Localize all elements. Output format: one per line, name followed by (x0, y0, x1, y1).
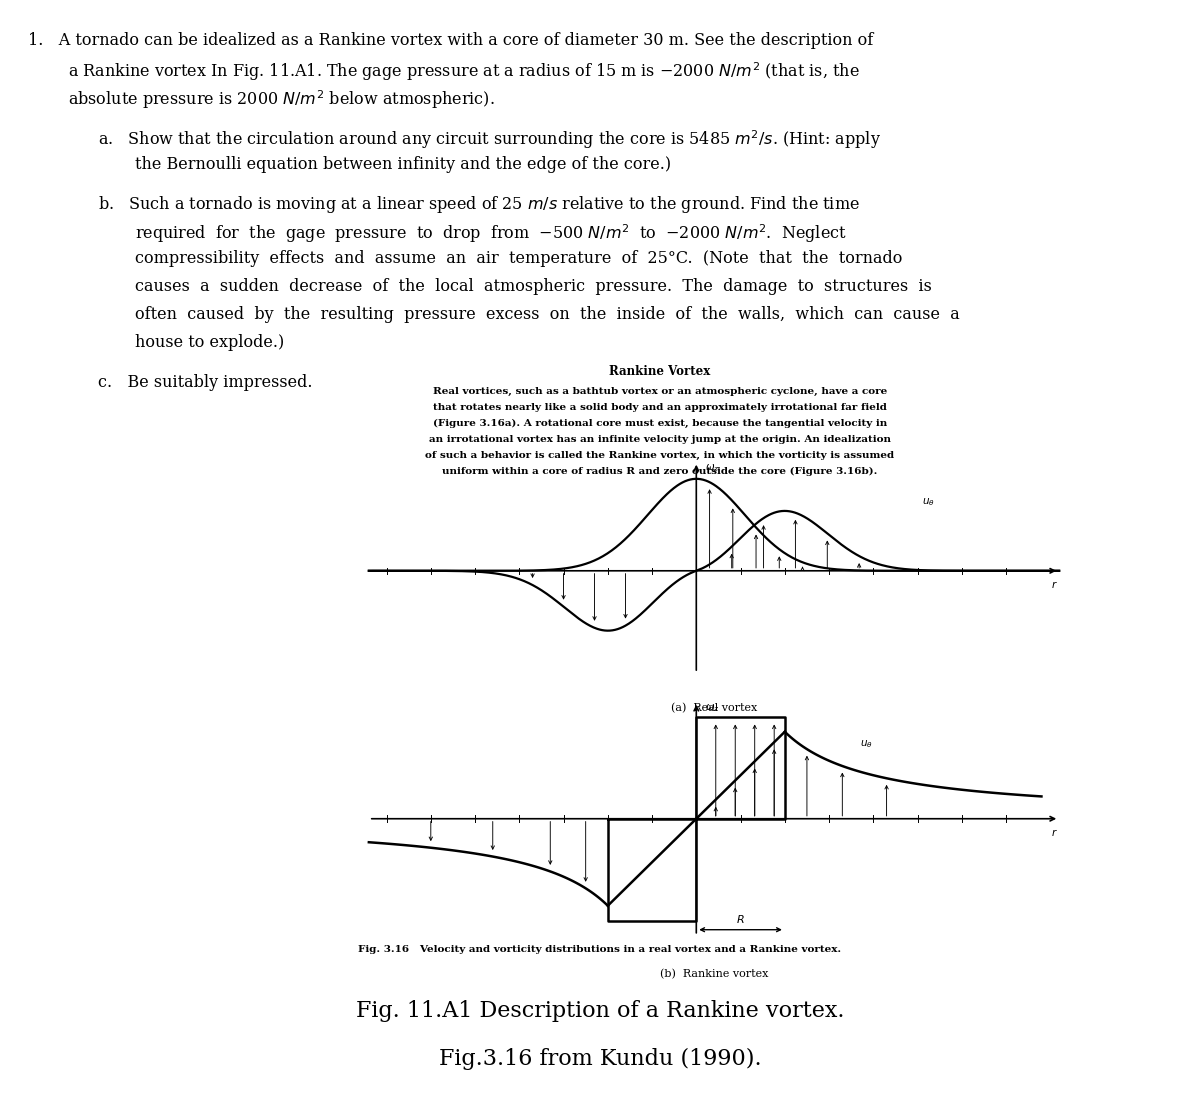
Text: uniform within a core of radius R and zero outside the core (Figure 3.16b).: uniform within a core of radius R and ze… (443, 467, 877, 476)
Text: $r$: $r$ (1051, 579, 1058, 590)
Text: Fig. 11.A1 Description of a Rankine vortex.: Fig. 11.A1 Description of a Rankine vort… (355, 999, 845, 1022)
Text: (a)  Real vortex: (a) Real vortex (671, 702, 757, 713)
Text: Real vortices, such as a bathtub vortex or an atmospheric cyclone, have a core: Real vortices, such as a bathtub vortex … (433, 387, 887, 396)
Text: that rotates nearly like a solid body and an approximately irrotational far fiel: that rotates nearly like a solid body an… (433, 402, 887, 413)
Text: $\omega_z$: $\omega_z$ (706, 462, 720, 474)
Text: an irrotational vortex has an infinite velocity jump at the origin. An idealizat: an irrotational vortex has an infinite v… (430, 435, 890, 444)
Text: (Figure 3.16a). A rotational core must exist, because the tangential velocity in: (Figure 3.16a). A rotational core must e… (433, 419, 887, 428)
Text: b.   Such a tornado is moving at a linear speed of 25 $m/s$ relative to the grou: b. Such a tornado is moving at a linear … (98, 195, 860, 215)
Text: Fig.3.16 from Kundu (1990).: Fig.3.16 from Kundu (1990). (439, 1048, 761, 1070)
Text: $\omega_z$: $\omega_z$ (706, 702, 720, 713)
Text: c.   Be suitably impressed.: c. Be suitably impressed. (98, 375, 312, 391)
Text: compressibility  effects  and  assume  an  air  temperature  of  25°C.  (Note  t: compressibility effects and assume an ai… (134, 250, 902, 267)
Text: a.   Show that the circulation around any circuit surrounding the core is 5485 $: a. Show that the circulation around any … (98, 127, 881, 151)
Text: Fig. 3.16   Velocity and vorticity distributions in a real vortex and a Rankine : Fig. 3.16 Velocity and vorticity distrib… (359, 945, 841, 954)
Text: absolute pressure is 2000 $N/m^2$ below atmospheric).: absolute pressure is 2000 $N/m^2$ below … (68, 88, 494, 111)
Text: $u_\theta$: $u_\theta$ (860, 738, 872, 750)
Text: 1.   A tornado can be idealized as a Rankine vortex with a core of diameter 30 m: 1. A tornado can be idealized as a Ranki… (28, 32, 874, 49)
Text: house to explode.): house to explode.) (134, 334, 284, 351)
Text: $u_\theta$: $u_\theta$ (922, 496, 935, 508)
Text: Rankine Vortex: Rankine Vortex (610, 364, 710, 378)
Text: often  caused  by  the  resulting  pressure  excess  on  the  inside  of  the  w: often caused by the resulting pressure e… (134, 306, 960, 323)
Text: a Rankine vortex In Fig. 11.A1. The gage pressure at a radius of 15 m is −2000 $: a Rankine vortex In Fig. 11.A1. The gage… (68, 60, 859, 83)
Text: $R$: $R$ (737, 913, 745, 925)
Text: causes  a  sudden  decrease  of  the  local  atmospheric  pressure.  The  damage: causes a sudden decrease of the local at… (134, 278, 932, 295)
Text: required  for  the  gage  pressure  to  drop  from  −500 $N/m^2$  to  −2000 $N/m: required for the gage pressure to drop f… (134, 222, 847, 245)
Text: the Bernoulli equation between infinity and the edge of the core.): the Bernoulli equation between infinity … (134, 157, 671, 173)
Text: (b)  Rankine vortex: (b) Rankine vortex (660, 969, 768, 979)
Text: $r$: $r$ (1051, 827, 1058, 838)
Text: of such a behavior is called the Rankine vortex, in which the vorticity is assum: of such a behavior is called the Rankine… (426, 451, 894, 459)
